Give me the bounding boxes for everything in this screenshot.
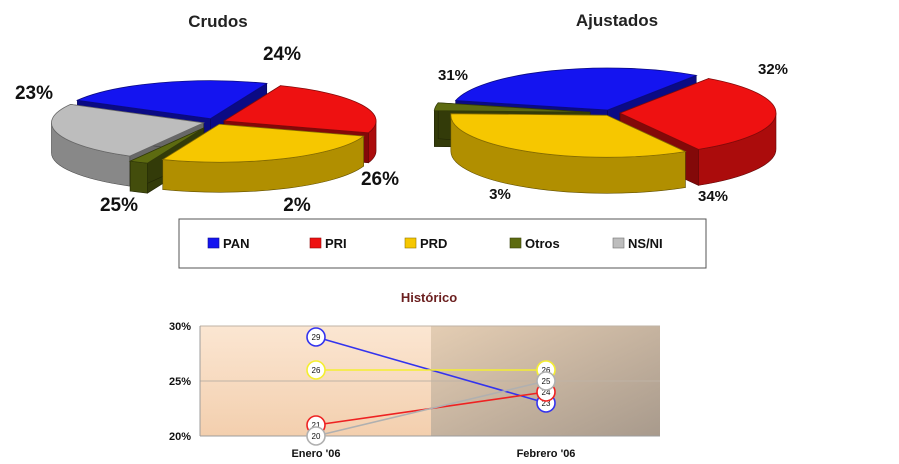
marker-nsni-1 <box>536 371 556 391</box>
y-tick-25: 25% <box>169 376 191 388</box>
x-tick-enero: Enero '06 <box>291 448 340 460</box>
point-label-nsni-1: 25 <box>542 377 551 386</box>
series-lines <box>315 336 547 437</box>
slice-pan <box>75 80 268 120</box>
marker-prd-0 <box>306 360 326 380</box>
pie-labels-crudos: 23% 24% 26% 2% 25% <box>15 44 399 216</box>
legend-label-pri: PRI <box>325 236 347 251</box>
marker-nsni-0 <box>306 426 326 446</box>
pie-title-crudos: Crudos <box>188 12 248 31</box>
legend-label-prd: PRD <box>420 236 447 251</box>
slice-prd <box>450 113 687 158</box>
legend-items: PAN PRI PRD Otros NS/NI <box>207 236 663 251</box>
point-label-pan-0: 29 <box>312 333 321 342</box>
legend-swatch-prd <box>404 237 417 249</box>
line-chart-historico: 30% 25% 20% Enero '06 Febrero '06 29 23 21… <box>169 321 660 460</box>
slice-pri <box>222 85 377 134</box>
point-label-nsni-0: 20 <box>312 432 321 441</box>
slice-otros <box>128 127 205 164</box>
legend-label-pan: PAN <box>223 236 249 251</box>
x-tick-febrero: Febrero '06 <box>517 448 576 460</box>
slice-label-prd: 34% <box>698 188 728 205</box>
legend-item-nsni: NS/NI <box>612 236 663 251</box>
point-label-pan-1: 23 <box>542 399 551 408</box>
pie-labels-ajustados: 31% 32% 34% 3% <box>438 61 788 205</box>
pie-title-ajustados: Ajustados <box>576 11 658 30</box>
y-tick-30: 30% <box>169 321 191 333</box>
legend-item-prd: PRD <box>404 236 447 251</box>
slice-label-pri: 32% <box>758 61 788 78</box>
legend-item-otros: Otros <box>509 236 560 251</box>
legend: PAN PRI PRD Otros NS/NI <box>178 218 707 269</box>
legend-swatch-pan <box>207 237 220 249</box>
slice-label-pan: 23% <box>15 83 53 104</box>
slice-nsni <box>51 103 205 157</box>
slice-label-otros: 3% <box>489 186 511 203</box>
pie-chart-ajustados <box>433 67 777 194</box>
slice-otros <box>433 102 591 113</box>
legend-swatch-pri <box>309 237 322 249</box>
slice-label-nsni: 25% <box>100 195 138 216</box>
legend-item-pri: PRI <box>309 236 347 251</box>
marker-pan-0 <box>306 327 326 347</box>
slice-pri <box>618 78 777 150</box>
point-label-pri-0: 21 <box>312 421 321 430</box>
legend-label-otros: Otros <box>525 236 560 251</box>
legend-label-nsni: NS/NI <box>628 236 663 251</box>
legend-item-pan: PAN <box>207 236 249 251</box>
series-line-nsni <box>315 380 547 437</box>
point-label-pri-1: 24 <box>542 388 551 397</box>
slice-prd <box>161 123 365 163</box>
slice-label-otros: 2% <box>283 195 311 216</box>
historico-title: Histórico <box>401 290 457 305</box>
slice-label-pri: 24% <box>263 44 301 65</box>
point-label-prd-0: 26 <box>312 366 321 375</box>
pie-chart-crudos <box>51 80 377 194</box>
legend-swatch-nsni <box>612 237 625 249</box>
slice-label-pan: 31% <box>438 67 468 84</box>
legend-swatch-otros <box>509 237 522 249</box>
y-tick-20: 20% <box>169 431 191 443</box>
series-markers: 29 23 21 24 26 26 20 25 <box>306 327 556 446</box>
point-label-prd-1: 26 <box>542 366 551 375</box>
slice-label-prd: 26% <box>361 169 399 190</box>
slice-pan <box>454 67 698 111</box>
